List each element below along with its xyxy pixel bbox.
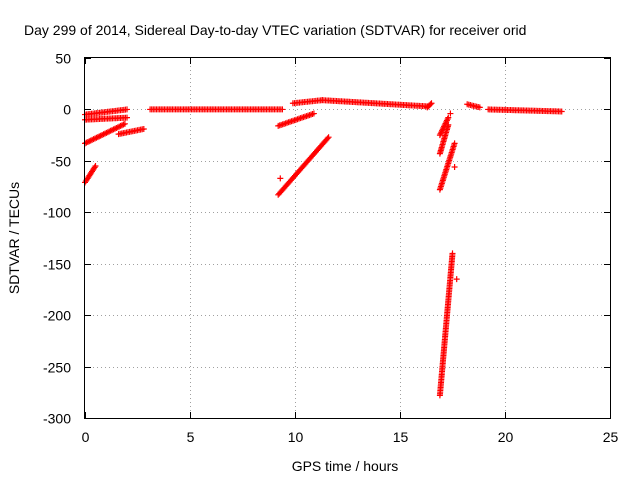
data-point <box>124 114 130 121</box>
data-point <box>451 140 458 147</box>
data-point <box>310 110 317 117</box>
data-point <box>447 110 454 117</box>
data-point <box>279 106 286 113</box>
y-tick-label: -250 <box>43 360 71 376</box>
data-point <box>449 250 456 257</box>
y-tick-label: -200 <box>43 308 71 324</box>
data-point <box>453 276 460 283</box>
axis-ticks: 0 5 10 15 20 25 -300 -250 -200 -150 -100 -50 0 50 <box>43 51 619 446</box>
data-point <box>427 101 434 108</box>
data-point <box>558 108 565 115</box>
x-tick-label: 15 <box>393 429 409 445</box>
x-tick-label: 20 <box>498 429 514 445</box>
data-point <box>476 104 483 111</box>
y-tick-label: -100 <box>43 205 71 221</box>
x-tick-label: 10 <box>288 429 304 445</box>
y-tick-label: 50 <box>55 51 71 67</box>
data-point <box>325 134 332 141</box>
data-point <box>277 175 284 182</box>
data-point <box>124 106 130 113</box>
data-point <box>324 135 331 142</box>
data-point <box>92 163 99 169</box>
y-tick-label: -50 <box>51 154 71 170</box>
plot-frame <box>84 57 611 419</box>
x-axis-label: GPS time / hours <box>292 458 399 474</box>
data-point <box>91 164 98 171</box>
data-point <box>121 120 128 127</box>
data-point <box>140 125 147 132</box>
y-tick-label: 0 <box>63 102 71 118</box>
chart-title: Day 299 of 2014, Sidereal Day-to-day VTE… <box>24 22 526 38</box>
x-tick-label: 25 <box>603 429 619 445</box>
data-point <box>451 164 458 171</box>
x-tick-label: 5 <box>187 429 195 445</box>
y-axis-label: SDTVAR / TECUs <box>6 182 22 294</box>
y-tick-label: -300 <box>43 411 71 427</box>
data-point <box>445 121 452 128</box>
y-tick-label: -150 <box>43 257 71 273</box>
x-tick-label: 0 <box>82 429 90 445</box>
data-points <box>82 97 565 399</box>
data-point <box>428 100 435 107</box>
data-point <box>445 114 452 121</box>
